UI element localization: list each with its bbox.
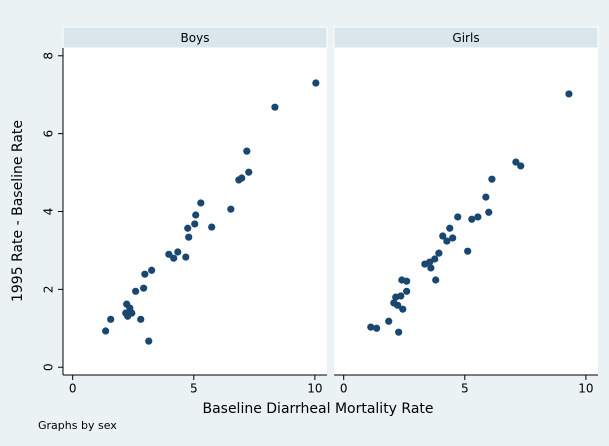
point <box>243 147 251 155</box>
point <box>170 254 178 262</box>
point <box>512 158 520 166</box>
point <box>432 276 440 284</box>
point <box>488 175 496 183</box>
point <box>464 247 472 255</box>
y-tick-label: 2 <box>42 286 56 294</box>
point <box>435 249 443 257</box>
point <box>140 284 148 292</box>
plot-area <box>334 48 598 375</box>
point <box>403 277 411 285</box>
point <box>174 248 182 256</box>
point <box>482 193 490 201</box>
x-tick-label: 10 <box>307 382 322 396</box>
point <box>394 301 402 309</box>
point <box>403 287 411 295</box>
point <box>141 270 149 278</box>
panel-title: Girls <box>452 31 479 45</box>
point <box>102 327 110 335</box>
point <box>443 237 451 245</box>
point <box>439 232 447 240</box>
point <box>148 266 156 274</box>
point <box>312 79 320 87</box>
point <box>468 215 476 223</box>
point <box>185 233 193 241</box>
point <box>446 224 454 232</box>
x-tick-label: 0 <box>340 382 348 396</box>
point <box>245 168 253 176</box>
point <box>474 213 482 221</box>
point <box>373 324 381 332</box>
x-tick-label: 5 <box>461 382 469 396</box>
point <box>385 317 393 325</box>
point <box>132 287 140 295</box>
point <box>431 255 439 263</box>
point <box>397 292 405 300</box>
point <box>517 162 525 170</box>
point <box>128 309 136 317</box>
point <box>485 208 493 216</box>
y-tick-label: 0 <box>42 363 56 371</box>
point <box>191 220 199 228</box>
panel-title: Boys <box>181 31 210 45</box>
x-axis-label: Baseline Diarrheal Mortality Rate <box>202 401 433 417</box>
point <box>399 305 407 313</box>
point <box>192 211 200 219</box>
point <box>427 264 435 272</box>
note: Graphs by sex <box>38 419 117 432</box>
y-tick-label: 6 <box>42 130 56 138</box>
point <box>367 323 375 331</box>
point <box>395 328 403 336</box>
x-tick-label: 5 <box>190 382 198 396</box>
point <box>184 224 192 232</box>
point <box>449 234 457 242</box>
point <box>165 250 173 258</box>
point <box>145 337 153 345</box>
point <box>238 174 246 182</box>
point <box>565 90 573 98</box>
point <box>197 199 205 207</box>
y-axis-label: 1995 Rate - Baseline Rate <box>10 120 26 302</box>
point <box>227 205 235 213</box>
point <box>107 315 115 323</box>
point <box>271 103 279 111</box>
x-tick-label: 10 <box>578 382 593 396</box>
y-tick-label: 4 <box>42 208 56 216</box>
point <box>137 315 145 323</box>
point <box>454 213 462 221</box>
x-tick-label: 0 <box>69 382 77 396</box>
point <box>182 253 190 261</box>
point <box>208 223 216 231</box>
y-tick-label: 8 <box>42 52 56 60</box>
